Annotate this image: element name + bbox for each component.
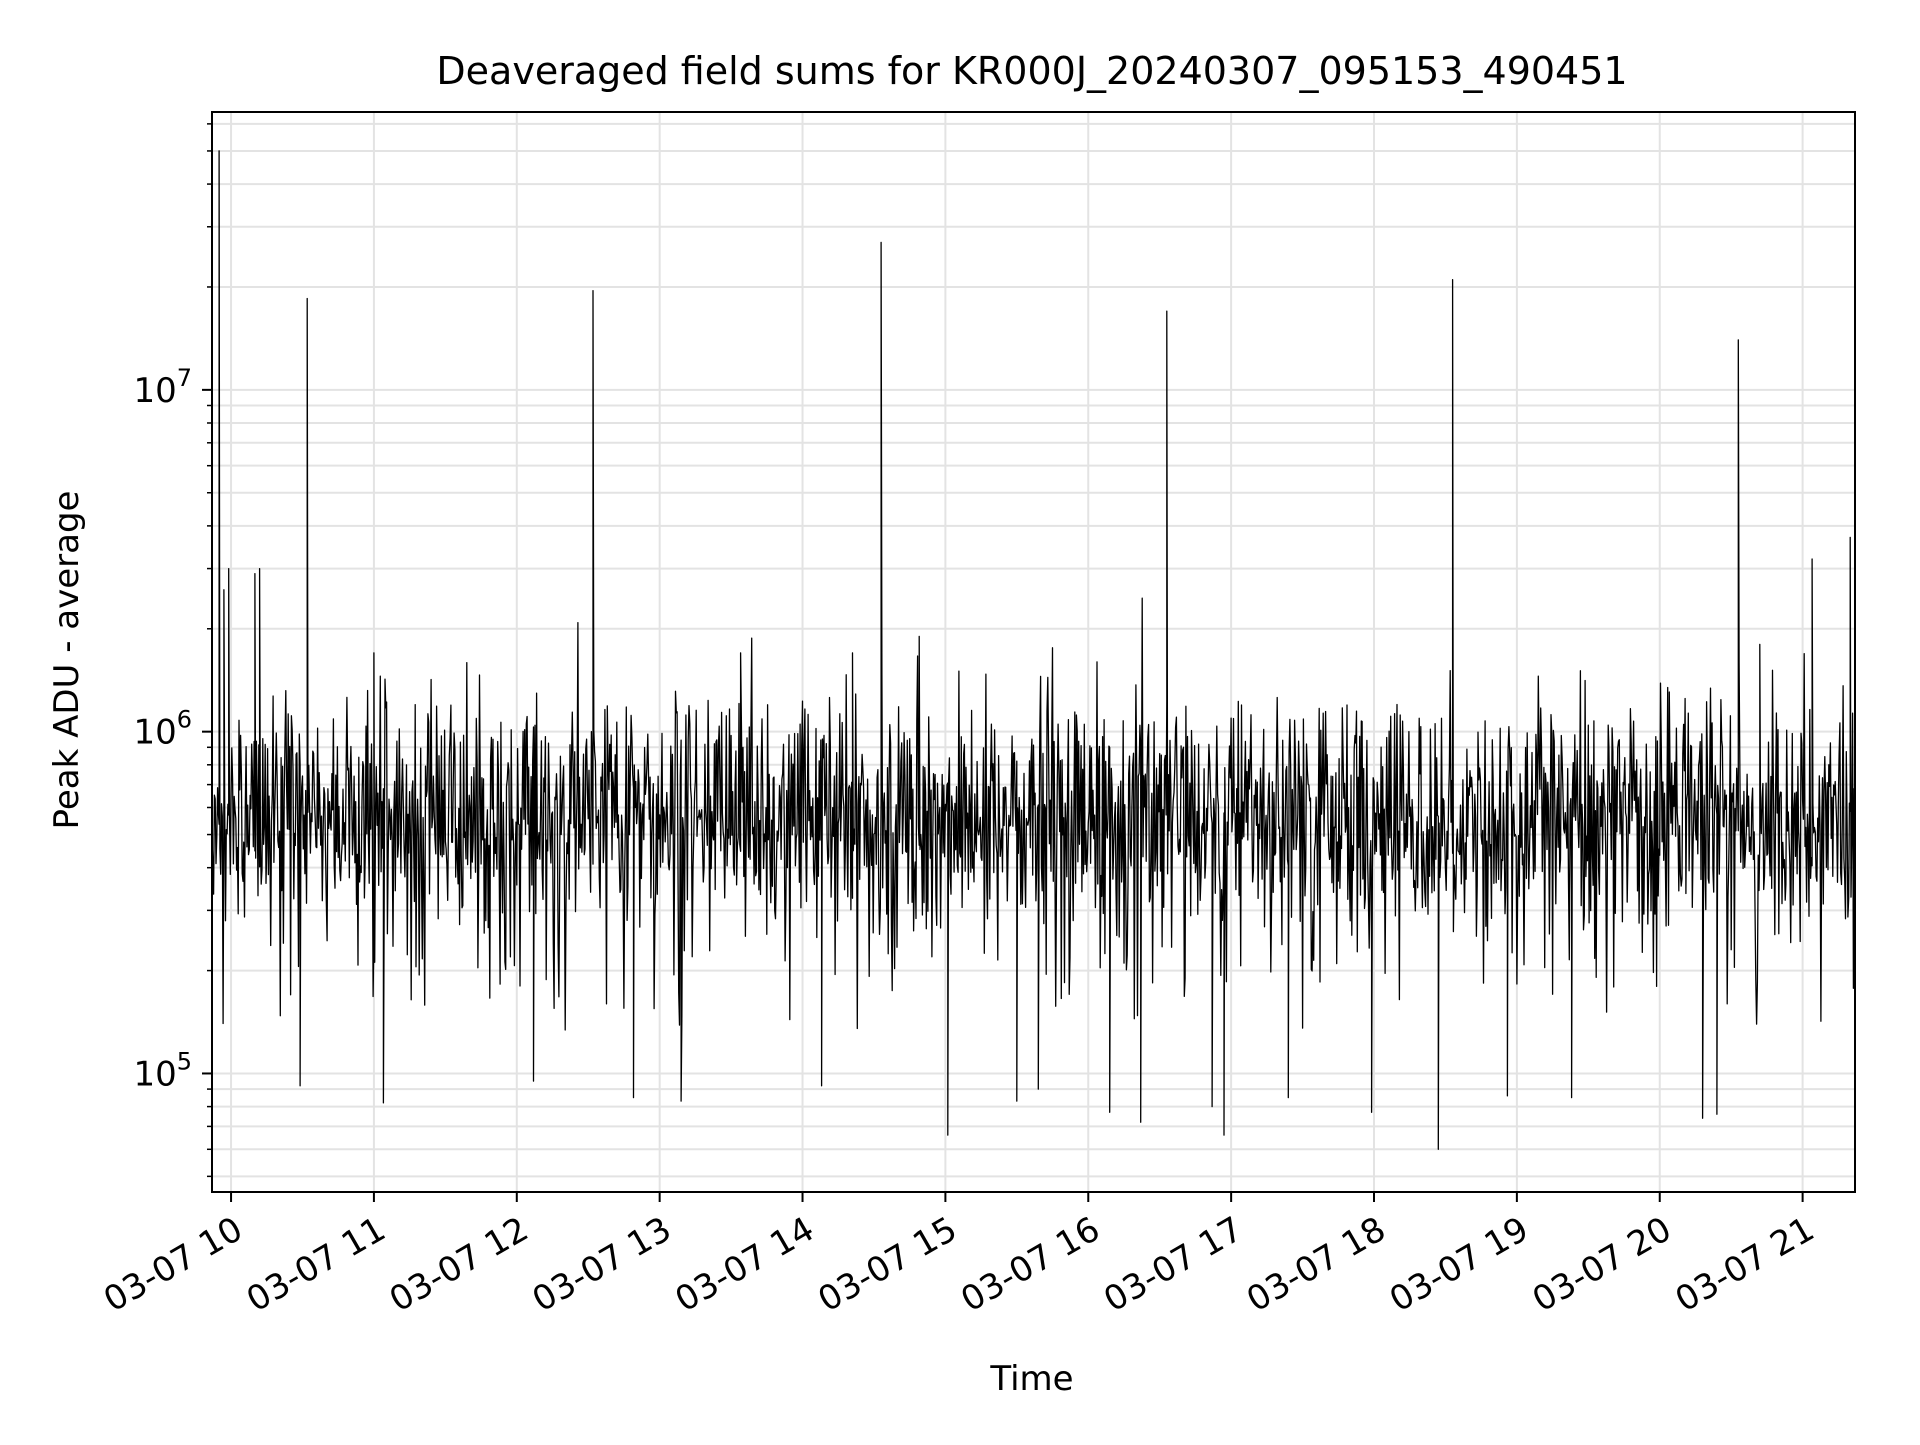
x-axis-label: Time	[989, 1359, 1073, 1399]
data-series-line	[211, 150, 1856, 1150]
y-axis-label: Peak ADU - average	[47, 491, 87, 830]
chart-title: Deaveraged field sums for KR000J_2024030…	[436, 49, 1627, 93]
data-line-group	[211, 150, 1856, 1150]
y-tick-label: 105	[133, 1047, 192, 1094]
y-tick-label: 107	[133, 364, 192, 411]
plot-frame	[211, 111, 1856, 1193]
y-tick-label: 106	[133, 706, 192, 753]
